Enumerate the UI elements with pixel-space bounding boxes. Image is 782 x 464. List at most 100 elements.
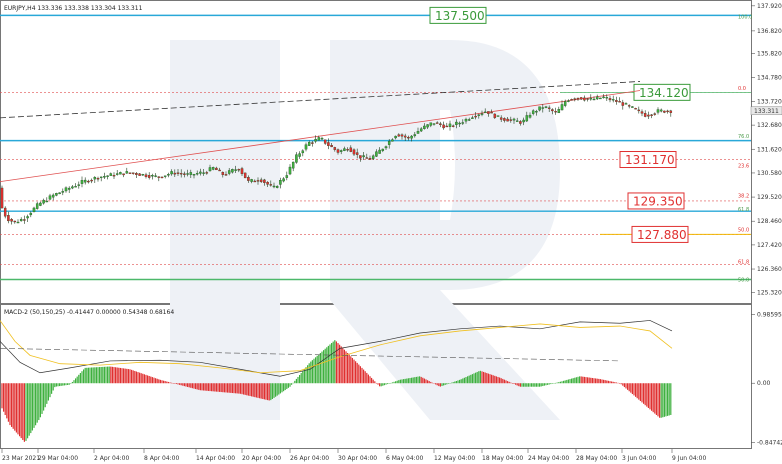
macd-histogram-bar (263, 383, 265, 400)
macd-histogram-bar (459, 379, 461, 384)
macd-histogram-bar (175, 383, 177, 385)
macd-histogram-bar (116, 367, 118, 384)
macd-histogram-bar (567, 379, 569, 384)
macd-histogram-bar (273, 383, 275, 398)
macd-histogram-bar (44, 383, 46, 408)
candle-down (157, 176, 161, 178)
candle-down (10, 219, 13, 222)
candle-down (435, 122, 439, 124)
macd-histogram-bar (342, 348, 344, 384)
time-tick-label: 28 May 04:00 (576, 455, 617, 462)
macd-histogram-bar (387, 383, 389, 385)
macd-histogram-bar (345, 351, 347, 384)
macd-histogram-bar (497, 376, 499, 384)
candle-down (576, 97, 580, 100)
candle-down (615, 100, 618, 102)
candle-up (384, 146, 388, 149)
level-box (627, 192, 685, 210)
macd-histogram-bar (7, 383, 9, 422)
macd-histogram-bar (398, 380, 400, 384)
candle-up (541, 107, 545, 109)
macd-histogram-bar (396, 380, 398, 384)
macd-histogram-bar (478, 371, 480, 384)
macd-histogram-bar (259, 383, 261, 399)
macd-histogram-bar (57, 383, 59, 387)
macd-histogram-bar (287, 383, 289, 388)
price-tick-label: 125.320 (757, 290, 782, 297)
level-box (633, 83, 691, 101)
macd-histogram-bar (635, 383, 637, 397)
macd-histogram-bar (4, 383, 6, 416)
candle-down (266, 181, 269, 185)
macd-histogram-bar (199, 383, 201, 391)
macd-histogram-bar (156, 378, 158, 384)
macd-histogram-bar (198, 383, 200, 390)
candle-up (413, 134, 417, 137)
macd-histogram-bar (321, 351, 323, 384)
macd-histogram-bar (222, 383, 224, 393)
macd-histogram-bar (20, 383, 22, 439)
candle-up (192, 174, 196, 176)
candle-up (106, 175, 109, 177)
macd-histogram-bar (436, 383, 438, 386)
macd-histogram-bar (479, 370, 481, 384)
candle-up (29, 212, 33, 216)
candle-up (592, 98, 596, 101)
macd-histogram-bar (332, 341, 334, 384)
candle-down (173, 172, 177, 175)
macd-histogram-bar (25, 383, 27, 441)
candle-up (512, 118, 516, 121)
time-tick-label: 8 Apr 04:00 (144, 455, 179, 462)
macd-histogram-bar (659, 383, 661, 418)
macd-histogram-bar (587, 377, 589, 384)
candle-up (26, 216, 29, 219)
macd-histogram-bar (267, 383, 269, 401)
macd-histogram-bar (571, 378, 573, 384)
candle-up (115, 173, 119, 175)
macd-histogram-bar (252, 383, 254, 397)
candle-down (128, 172, 132, 174)
macd-histogram-bar (438, 383, 440, 387)
macd-histogram-bar (329, 344, 331, 384)
macd-histogram-bar (627, 383, 629, 390)
macd-histogram-bar (575, 377, 577, 384)
macd-histogram-bar (483, 371, 485, 384)
macd-histogram-bar (151, 377, 153, 384)
macd-histogram-bar (422, 377, 424, 384)
macd-histogram-bar (289, 383, 291, 387)
macd-histogram-bar (303, 369, 305, 384)
candle-up (83, 179, 87, 183)
macd-histogram-bar (159, 379, 161, 384)
macd-histogram-bar (161, 380, 163, 384)
candle-up (61, 191, 65, 193)
candle-up (141, 174, 145, 176)
macd-histogram-bar (625, 383, 627, 389)
candle-down (365, 157, 369, 159)
macd-histogram-bar (500, 378, 502, 384)
macd-histogram-bar (31, 383, 33, 431)
candle-up (227, 170, 231, 174)
macd-histogram-bar (380, 383, 382, 387)
candle-down (653, 113, 657, 115)
macd-histogram-bar (556, 382, 558, 384)
macd-histogram-bar (443, 383, 445, 386)
macd-histogram-bar (299, 375, 301, 384)
candle-down (487, 111, 490, 114)
candle-up (426, 124, 429, 128)
macd-histogram-bar (367, 374, 369, 384)
macd-histogram-bar (593, 378, 595, 384)
candle-up (154, 175, 157, 177)
macd-histogram-bar (404, 378, 406, 384)
macd-histogram-bar (406, 378, 408, 384)
macd-histogram-bar (220, 383, 222, 393)
candle-up (109, 173, 113, 176)
macd-histogram-bar (435, 383, 437, 385)
macd-histogram-bar (246, 383, 248, 396)
macd-histogram-bar (73, 380, 75, 384)
indicator-title: MACD-2 (50,150,25) -0.41447 0.00000 0.54… (4, 309, 174, 316)
macd-histogram-bar (665, 383, 667, 417)
macd-histogram-bar (427, 380, 429, 384)
candle-up (560, 104, 564, 111)
macd-histogram-bar (15, 383, 17, 433)
macd-histogram-bar (270, 383, 272, 401)
